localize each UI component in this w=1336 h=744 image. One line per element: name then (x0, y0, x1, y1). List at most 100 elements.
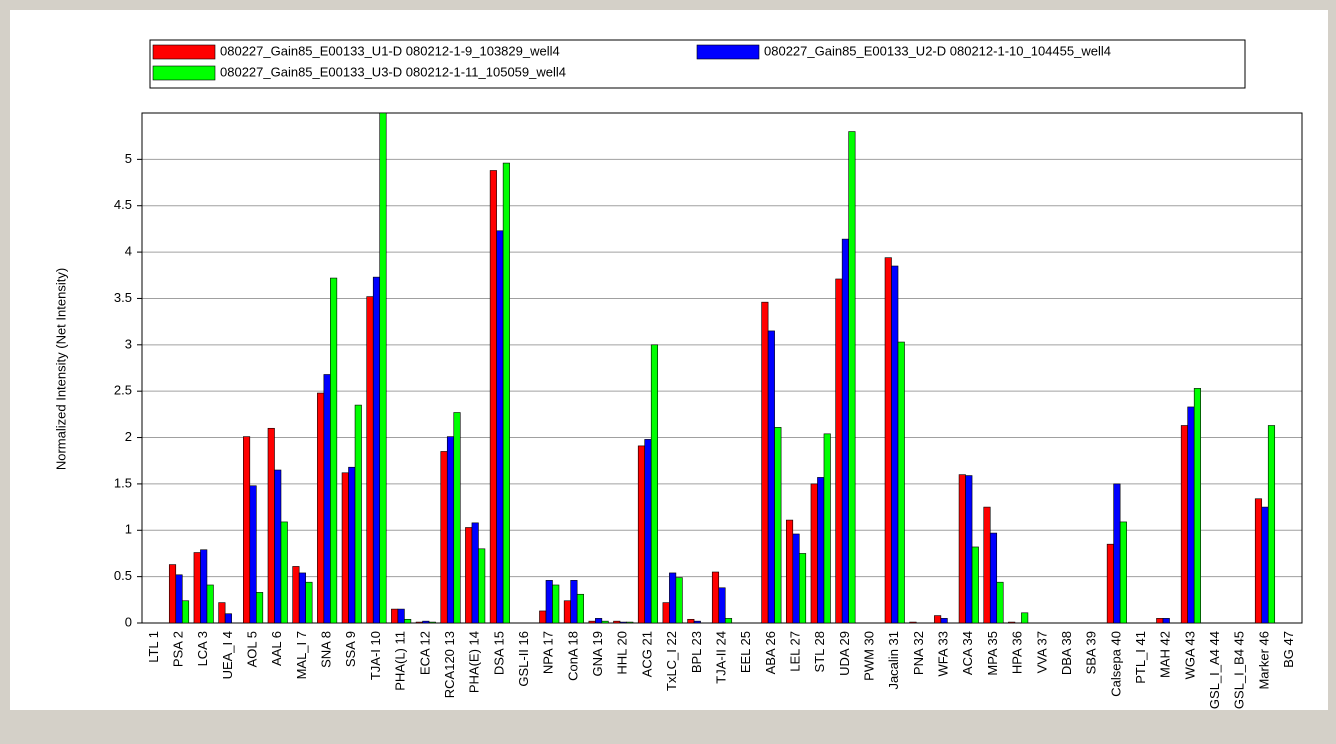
y-tick-label: 0.5 (114, 568, 132, 583)
bar (897, 341, 905, 624)
y-tick-label: 5 (125, 151, 132, 166)
x-tick-label: NPA 17 (541, 631, 556, 674)
bar (934, 615, 942, 624)
bar (379, 112, 387, 624)
bar (168, 564, 177, 624)
x-tick-label: PHA(E) 14 (467, 631, 482, 693)
x-tick-label: WGA 43 (1182, 631, 1197, 679)
legend-swatch (696, 44, 760, 60)
bar (563, 600, 571, 624)
bar (588, 620, 596, 624)
x-tick-label: VVA 37 (1034, 631, 1049, 673)
x-tick-label: STL 28 (812, 631, 827, 672)
bar (298, 572, 306, 624)
bar (428, 621, 436, 624)
x-tick-label: MAL_I 7 (294, 631, 309, 679)
bar (1254, 498, 1263, 624)
bar (1187, 406, 1195, 624)
bar (366, 296, 374, 624)
bar (810, 483, 818, 624)
bar (626, 621, 634, 624)
bar (1106, 543, 1114, 624)
bar (224, 613, 232, 624)
bar (372, 276, 381, 624)
y-tick-label: 4.5 (114, 197, 132, 212)
bar (1021, 612, 1029, 624)
bar (545, 580, 553, 624)
bar (637, 445, 646, 624)
x-tick-label: Calsepa 40 (1108, 631, 1123, 697)
bar (341, 472, 349, 624)
bar (675, 577, 683, 624)
bar (243, 436, 251, 624)
bar (971, 546, 979, 624)
bar (391, 608, 399, 624)
x-tick-label: RCA120 13 (442, 631, 457, 698)
bar (496, 230, 504, 624)
bar (471, 522, 479, 624)
x-tick-label: WFA 33 (936, 631, 951, 677)
legend-swatch (152, 65, 216, 81)
x-tick-label: SSA 9 (343, 631, 358, 667)
bar (662, 602, 670, 624)
bar (330, 277, 338, 624)
bar (292, 566, 300, 624)
bar (595, 618, 603, 624)
legend-label: 080227_Gain85_E00133_U2-D 080212-1-10_10… (764, 43, 1111, 58)
x-tick-label: ABA 26 (763, 631, 778, 674)
x-tick-label: PWM 30 (862, 631, 877, 681)
x-tick-label: GSL_I_A4 44 (1207, 631, 1222, 709)
bar (841, 238, 849, 624)
x-tick-label: AAL 6 (269, 631, 284, 666)
bar (711, 571, 720, 624)
bar (965, 475, 973, 624)
x-tick-label: LTL 1 (146, 631, 161, 663)
bar (798, 553, 807, 624)
bar (785, 519, 794, 624)
bar (465, 527, 473, 624)
x-tick-label: HHL 20 (615, 631, 630, 675)
bar (218, 602, 226, 624)
y-tick-label: 3 (125, 336, 132, 351)
bar (206, 584, 214, 624)
bar (718, 587, 726, 624)
bar (1113, 483, 1121, 624)
bar (687, 618, 695, 624)
x-tick-label: EEL 25 (738, 631, 753, 673)
y-tick-label: 1 (125, 522, 132, 537)
x-tick-label: SNA 8 (319, 631, 334, 668)
x-tick-label: ACG 21 (639, 631, 654, 677)
y-tick-label: 2 (125, 429, 132, 444)
bar (478, 548, 486, 624)
x-tick-label: Marker 46 (1256, 631, 1271, 690)
bar (404, 618, 412, 624)
bar (909, 621, 917, 624)
x-tick-label: PTL_I 41 (1133, 631, 1148, 684)
bar (613, 620, 621, 624)
y-tick-label: 0 (125, 614, 132, 629)
bar (256, 592, 264, 624)
bar (576, 593, 584, 624)
bar (669, 572, 677, 624)
bar (193, 552, 201, 624)
bar (983, 506, 991, 624)
bar (1193, 388, 1201, 624)
x-tick-label: PNA 32 (911, 631, 926, 675)
x-tick-label: BPL 23 (689, 631, 704, 673)
bar (1156, 618, 1164, 624)
x-tick-label: TxLC_I 22 (664, 631, 679, 691)
bar (323, 374, 331, 624)
x-tick-label: ConA 18 (565, 631, 580, 681)
bar (1008, 621, 1016, 624)
bar (489, 170, 497, 624)
bar (835, 278, 843, 624)
bar (267, 427, 275, 624)
bar (440, 451, 448, 624)
y-tick-label: 4 (125, 244, 132, 259)
bar (422, 620, 430, 624)
x-tick-label: GSL-II 16 (516, 631, 531, 687)
y-tick-label: 2.5 (114, 383, 132, 398)
x-tick-label: BG 47 (1281, 631, 1296, 668)
bar (415, 621, 423, 624)
